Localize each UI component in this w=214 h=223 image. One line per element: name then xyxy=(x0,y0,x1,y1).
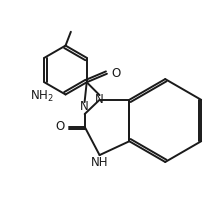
Text: N: N xyxy=(80,100,89,113)
Text: O: O xyxy=(111,67,120,80)
Text: NH: NH xyxy=(91,156,108,169)
Text: O: O xyxy=(55,120,64,133)
Text: NH$_2$: NH$_2$ xyxy=(30,89,54,104)
Text: N: N xyxy=(95,93,104,106)
